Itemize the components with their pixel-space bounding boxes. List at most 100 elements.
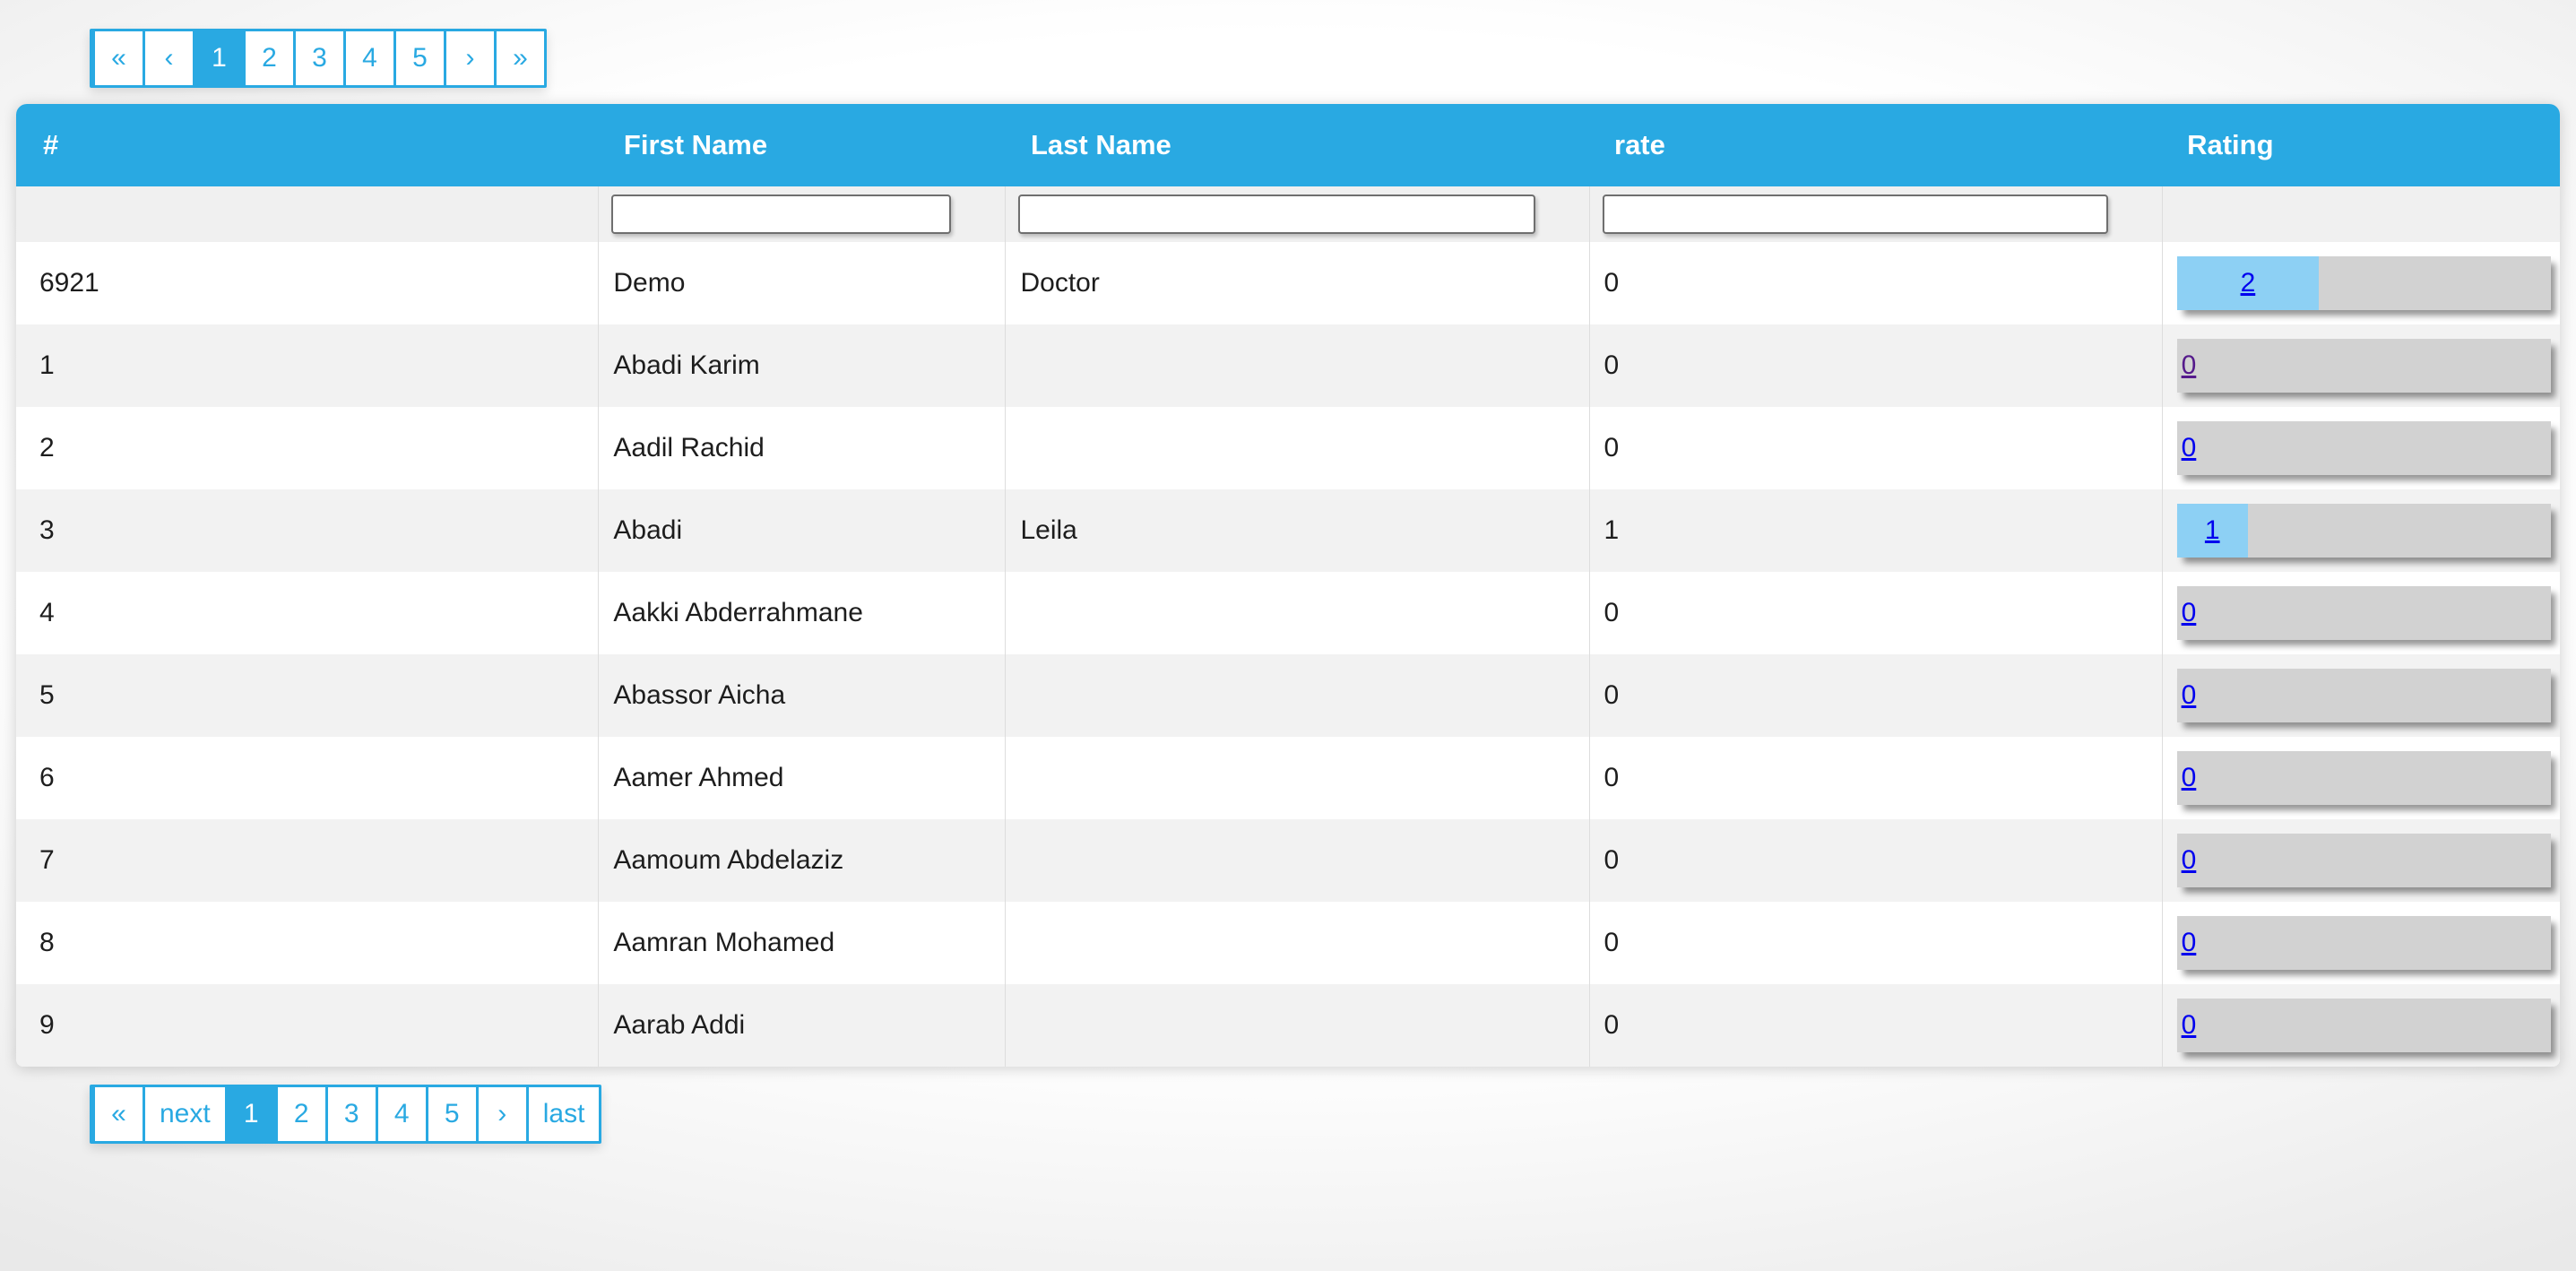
- cell-first-name: Aamran Mohamed: [598, 902, 1006, 984]
- rating-bar: 0: [2176, 421, 2551, 475]
- rating-link[interactable]: 2: [2240, 268, 2256, 298]
- pagination-next-arrow-button[interactable]: ›: [475, 1087, 526, 1141]
- cell-rate: 0: [1588, 902, 2163, 984]
- rating-link[interactable]: 0: [2181, 928, 2197, 957]
- cell-first-name: Abadi: [598, 489, 1006, 572]
- filter-cell-rate: [1588, 186, 2163, 242]
- cell-last-name: [1005, 654, 1589, 737]
- rating-bar: 0: [2176, 999, 2551, 1052]
- pagination-bottom: «next 1 2 3 4 5 › last: [90, 1085, 602, 1144]
- cell-rating: 0: [2161, 572, 2560, 654]
- cell-rating: 2: [2161, 242, 2560, 324]
- column-header-first-name: First Name: [623, 129, 768, 160]
- pagination-page-1-button[interactable]: 1: [193, 31, 243, 85]
- table-header-row: # First Name Last Name rate Rating: [16, 104, 2560, 186]
- cell-rate: 0: [1588, 819, 2163, 902]
- pagination-last-button[interactable]: last: [525, 1087, 600, 1141]
- rating-bar-fill: 0: [2177, 916, 2555, 970]
- rating-link[interactable]: 0: [2181, 680, 2197, 710]
- cell-first-name: Aakki Abderrahmane: [598, 572, 1006, 654]
- cell-last-name: [1005, 737, 1589, 819]
- cell-id: 8: [39, 928, 55, 957]
- pagination-page-3-button[interactable]: 3: [293, 31, 343, 85]
- table-row: 5 Abassor Aicha 0 0: [16, 654, 2560, 737]
- cell-rate: 0: [1588, 737, 2163, 819]
- rating-bar-fill: 0: [2177, 421, 2555, 475]
- rating-link[interactable]: 0: [2181, 598, 2197, 627]
- cell-id: 2: [39, 433, 55, 463]
- pagination-last-button[interactable]: »: [494, 31, 544, 85]
- pagination-page-1-button[interactable]: 1: [224, 1087, 275, 1141]
- rating-bar: 0: [2176, 586, 2551, 640]
- rating-bar-fill: 2: [2176, 256, 2320, 310]
- cell-id: 6: [39, 763, 55, 792]
- rating-bar-fill: 0: [2177, 586, 2555, 640]
- cell-last-name: [1005, 572, 1589, 654]
- cell-rating: 0: [2161, 819, 2560, 902]
- rating-bar-fill: 0: [2177, 339, 2555, 393]
- pagination-next-arrow-button[interactable]: ›: [444, 31, 494, 85]
- rating-bar: 0: [2176, 669, 2551, 722]
- rating-link[interactable]: 0: [2181, 1010, 2197, 1040]
- rating-bar: 0: [2176, 916, 2551, 970]
- first-name-filter-input[interactable]: [611, 195, 952, 234]
- column-header-rate: rate: [1614, 129, 1665, 160]
- rating-link[interactable]: 1: [2204, 515, 2220, 545]
- table-row: 1 Abadi Karim 0 0: [16, 324, 2560, 407]
- pagination-prev-button[interactable]: ‹: [143, 31, 193, 85]
- cell-rating: 0: [2161, 984, 2560, 1067]
- last-name-filter-input[interactable]: [1018, 195, 1535, 234]
- rating-link[interactable]: 0: [2181, 845, 2197, 875]
- rating-bar: 1: [2176, 504, 2551, 558]
- page: «‹ 1 2 3 4 5 ›» # First Name Last Name rate Ra…: [16, 29, 2560, 1144]
- cell-id: 9: [39, 1010, 55, 1040]
- cell-rating: 0: [2161, 737, 2560, 819]
- rating-link[interactable]: 0: [2181, 763, 2197, 792]
- cell-first-name: Aarab Addi: [598, 984, 1006, 1067]
- cell-rating: 1: [2161, 489, 2560, 572]
- cell-rate: 1: [1588, 489, 2163, 572]
- cell-rating: 0: [2161, 902, 2560, 984]
- pagination-page-3-button[interactable]: 3: [324, 1087, 376, 1141]
- cell-last-name: [1005, 984, 1589, 1067]
- cell-id: 7: [39, 845, 55, 875]
- rate-filter-input[interactable]: [1602, 195, 2108, 234]
- table-row: 6921 Demo Doctor 0 2: [16, 242, 2560, 324]
- pagination-top: «‹ 1 2 3 4 5 ›»: [90, 29, 547, 88]
- cell-last-name: Leila: [1005, 489, 1589, 572]
- column-header-rating: Rating: [2187, 129, 2274, 160]
- pagination-next-button[interactable]: next: [143, 1087, 225, 1141]
- pagination-page-5-button[interactable]: 5: [425, 1087, 476, 1141]
- pagination-page-5-button[interactable]: 5: [393, 31, 444, 85]
- cell-id: 5: [39, 680, 55, 710]
- rating-bar-fill: 0: [2177, 999, 2555, 1052]
- pagination-page-2-button[interactable]: 2: [243, 31, 293, 85]
- pagination-first-button[interactable]: «: [92, 31, 143, 85]
- column-header-last-name: Last Name: [1030, 129, 1171, 160]
- rating-bar-fill: 0: [2177, 834, 2555, 887]
- pagination-page-4-button[interactable]: 4: [375, 1087, 426, 1141]
- filter-cell-rating: [2161, 186, 2560, 242]
- cell-rating: 0: [2161, 654, 2560, 737]
- filter-row: [16, 186, 2560, 242]
- cell-rate: 0: [1588, 654, 2163, 737]
- cell-rating: 0: [2161, 407, 2560, 489]
- rating-bar: 0: [2176, 751, 2551, 805]
- rating-link[interactable]: 0: [2181, 350, 2197, 380]
- pagination-first-button[interactable]: «: [92, 1087, 143, 1141]
- rating-bar: 0: [2176, 339, 2551, 393]
- filter-cell-first-name: [598, 186, 1006, 242]
- table-row: 7 Aamoum Abdelaziz 0 0: [16, 819, 2560, 902]
- table-row: 6 Aamer Ahmed 0 0: [16, 737, 2560, 819]
- cell-last-name: [1005, 324, 1589, 407]
- rating-link[interactable]: 0: [2181, 433, 2197, 463]
- pagination-page-2-button[interactable]: 2: [274, 1087, 325, 1141]
- column-header-id: #: [43, 129, 59, 160]
- filter-cell-last-name: [1005, 186, 1589, 242]
- table-row: 2 Aadil Rachid 0 0: [16, 407, 2560, 489]
- table-body: 6921 Demo Doctor 0 2 1 Abadi Karim 0 0 2…: [16, 242, 2560, 1067]
- pagination-page-4-button[interactable]: 4: [343, 31, 393, 85]
- cell-last-name: [1005, 902, 1589, 984]
- cell-rating: 0: [2161, 324, 2560, 407]
- rating-bar-fill: 0: [2177, 669, 2555, 722]
